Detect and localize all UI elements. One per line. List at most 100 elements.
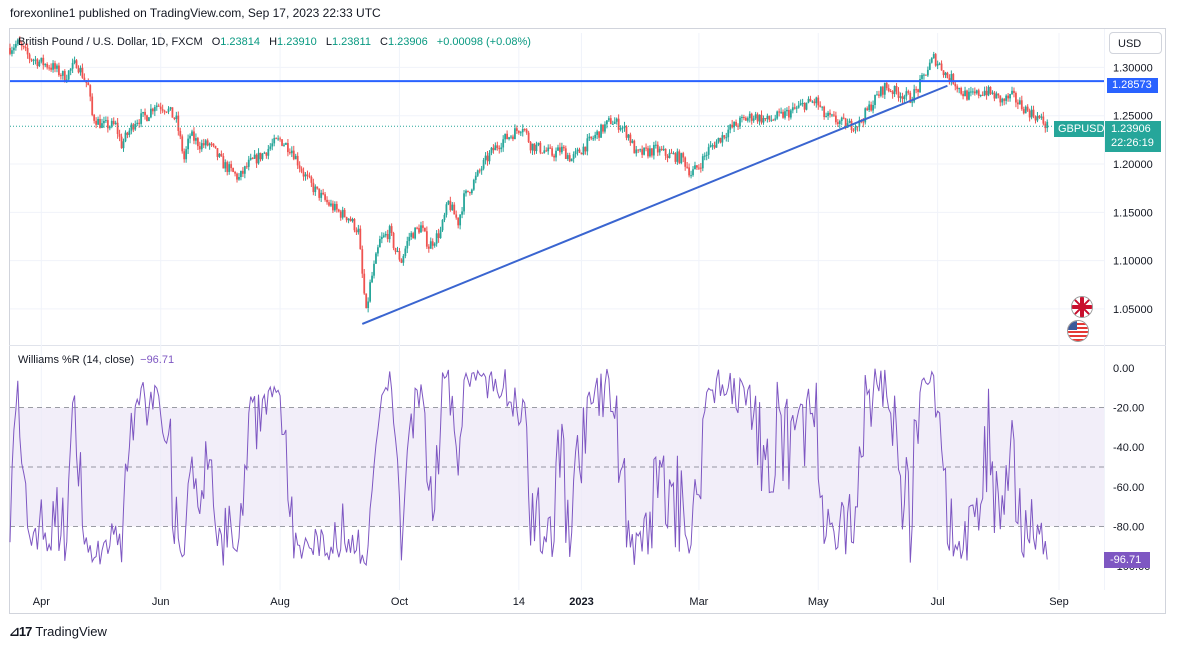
tradingview-logo[interactable]: ⊿17 TradingView: [9, 624, 107, 640]
candle-body: [150, 108, 152, 118]
gbp-flag-icon[interactable]: [1071, 296, 1093, 318]
candle-body: [584, 146, 587, 152]
candle-body: [161, 109, 164, 111]
candle-body: [382, 235, 385, 237]
candle-body: [566, 155, 569, 160]
candle-body: [701, 156, 704, 169]
candle-body: [173, 117, 176, 120]
candle-body: [110, 120, 113, 127]
tradingview-mark-icon: ⊿17: [9, 624, 32, 639]
candle-body: [124, 132, 127, 142]
candle-body: [318, 188, 321, 198]
candle-body: [335, 204, 338, 210]
candle-body: [112, 120, 115, 124]
candle-body: [621, 127, 624, 129]
high-value: 1.23910: [277, 36, 317, 48]
candle-body: [463, 193, 465, 212]
candle-body: [126, 132, 129, 135]
currency-button[interactable]: USD: [1109, 32, 1162, 54]
candle-body: [169, 107, 172, 109]
candle-body: [523, 129, 526, 131]
candle-body: [103, 120, 105, 124]
candle-body: [247, 159, 250, 167]
symbol-title[interactable]: British Pound / U.S. Dollar, 1D, FXCM: [18, 36, 203, 48]
indicator-name[interactable]: Williams %R (14, close): [18, 354, 135, 366]
candle-body: [220, 153, 223, 157]
candle-body: [97, 119, 99, 125]
candle-body: [594, 134, 597, 139]
candle-body: [449, 200, 452, 211]
candle-body: [163, 110, 166, 112]
candle-body: [946, 72, 949, 78]
candle-body: [956, 86, 959, 90]
candle-body: [136, 122, 139, 124]
candle-body: [322, 192, 325, 195]
candle-body: [384, 233, 387, 236]
candle-body: [159, 106, 162, 110]
price-legend: British Pound / U.S. Dollar, 1D, FXCM O1…: [18, 36, 537, 48]
candle-body: [971, 91, 974, 93]
candle-body: [472, 179, 475, 190]
candle-body: [22, 45, 25, 47]
candle-body: [474, 175, 477, 180]
candle-body: [985, 90, 988, 96]
candle-body: [332, 203, 334, 211]
last-price-tag: 1.23906 22:26:19: [1105, 121, 1161, 152]
candle-body: [406, 241, 409, 249]
candle-body: [273, 138, 276, 144]
candle-body: [559, 147, 561, 153]
candle-body: [398, 250, 401, 260]
candle-body: [13, 47, 15, 51]
candle-body: [400, 259, 403, 263]
candle-body: [375, 253, 377, 264]
candle-body: [780, 111, 782, 113]
candle-body: [891, 91, 894, 95]
candle-body: [819, 105, 822, 107]
candle-body: [486, 155, 489, 162]
candle-body: [167, 108, 170, 112]
candle-body: [625, 126, 628, 138]
candle-body: [302, 171, 305, 177]
candle-body: [294, 155, 297, 160]
usd-flag-icon[interactable]: [1067, 320, 1089, 342]
candle-body: [24, 46, 27, 48]
candle-body: [402, 256, 405, 263]
candle-body: [590, 136, 593, 139]
candle-body: [703, 155, 706, 157]
candle-body: [879, 86, 882, 96]
candle-body: [357, 228, 360, 233]
candle-body: [249, 157, 252, 160]
candle-body: [418, 228, 420, 233]
candle-body: [535, 144, 538, 152]
candle-body: [672, 153, 675, 155]
candle-body: [926, 69, 929, 76]
candle-body: [598, 131, 600, 138]
candle-body: [40, 57, 43, 62]
candle-body: [359, 228, 362, 250]
candle-body: [1016, 102, 1019, 105]
candle-body: [257, 152, 260, 164]
candle-body: [858, 120, 861, 127]
candle-body: [441, 219, 444, 231]
candle-body: [506, 133, 508, 140]
candle-body: [905, 91, 908, 97]
candle-body: [461, 211, 463, 215]
candle-body: [606, 120, 608, 125]
candle-body: [42, 57, 45, 66]
candle-body: [989, 86, 992, 94]
candle-body: [915, 89, 918, 91]
candle-body: [26, 47, 29, 55]
candle-body: [261, 153, 264, 160]
candle-body: [645, 147, 647, 149]
candle-body: [938, 63, 941, 65]
chart-frame: [9, 28, 1166, 614]
candle-body: [543, 150, 546, 153]
candle-body: [369, 282, 372, 302]
candle-body: [431, 241, 434, 246]
candle-body: [208, 143, 211, 146]
candle-body: [547, 147, 550, 152]
close-value: 1.23906: [387, 36, 428, 48]
candle-body: [964, 90, 966, 97]
candle-body: [165, 111, 168, 113]
